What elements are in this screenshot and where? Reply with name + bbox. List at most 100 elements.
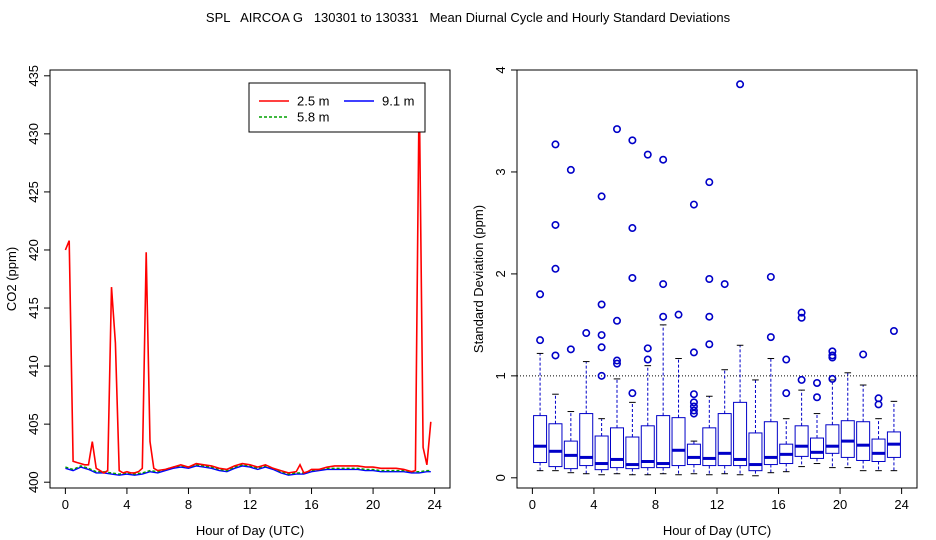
- outlier-point: [797, 313, 806, 322]
- right-x-tick-label: 8: [652, 497, 659, 512]
- outlier-point: [797, 308, 806, 317]
- hour-boxplot: [779, 355, 794, 473]
- outlier-point: [551, 220, 560, 229]
- outlier-point: [643, 344, 652, 353]
- hour-boxplot: [886, 326, 901, 472]
- left-x-tick-label: 0: [62, 497, 69, 512]
- hour-boxplot: [610, 125, 624, 475]
- legend-entry-label: 2.5 m: [297, 94, 330, 109]
- hour-boxplot: [871, 394, 886, 472]
- outlier-point: [705, 312, 714, 321]
- outlier-point: [766, 272, 775, 281]
- outlier-point: [612, 359, 621, 368]
- left-y-tick-label: 425: [26, 181, 41, 203]
- left-y-tick-label: 420: [26, 239, 41, 261]
- hour-boxplot: [594, 192, 609, 476]
- right-x-tick-label: 16: [771, 497, 785, 512]
- iqr-box: [840, 420, 855, 458]
- outlier-point: [689, 398, 698, 407]
- hour-boxplot: [671, 310, 686, 476]
- legend: 2.5 m 9.1 m 5.8 m: [248, 82, 426, 133]
- outlier-point: [597, 371, 606, 380]
- outlier-point: [536, 290, 545, 299]
- hour-boxplot: [748, 379, 763, 477]
- outlier-point: [689, 200, 698, 209]
- hour-boxplot: [625, 136, 640, 476]
- hour-boxplot: [763, 272, 778, 474]
- outlier-point: [705, 340, 714, 349]
- left-x-tick-label: 16: [304, 497, 318, 512]
- hour-boxplot: [840, 372, 855, 469]
- hour-boxplot: [548, 140, 563, 472]
- left-y-tick-label: 430: [26, 123, 41, 145]
- outlier-point: [612, 356, 621, 365]
- legend-entry-label: 5.8 m: [297, 110, 330, 125]
- outlier-point: [705, 178, 714, 187]
- left-y-tick-label: 415: [26, 297, 41, 319]
- iqr-box: [656, 415, 671, 469]
- outlier-point: [705, 274, 714, 283]
- outlier-point: [551, 351, 560, 360]
- outlier-point: [536, 336, 545, 345]
- right-y-axis: 0 1 2 3 4: [493, 66, 517, 481]
- iqr-box: [856, 421, 871, 461]
- left-y-tick-label: 405: [26, 413, 41, 435]
- iqr-box: [794, 425, 809, 457]
- iqr-box: [702, 427, 717, 467]
- hour-boxplot: [563, 165, 578, 474]
- outlier-point: [597, 343, 606, 352]
- outlier-point: [643, 355, 652, 364]
- series-line-9-1-mm: [65, 465, 431, 476]
- hour-boxplot: [717, 280, 732, 475]
- hour-boxplot: [825, 347, 840, 469]
- outlier-point: [859, 350, 868, 359]
- left-x-tick-label: 8: [185, 497, 192, 512]
- right-y-axis-label: Standard Deviation (ppm): [471, 205, 486, 353]
- outlier-point: [782, 389, 791, 398]
- outlier-point: [628, 224, 637, 233]
- left-x-tick-label: 12: [243, 497, 257, 512]
- iqr-box: [533, 415, 548, 464]
- right-y-tick-label: 0: [493, 474, 508, 481]
- hour-boxplot: [702, 178, 717, 476]
- outlier-point: [628, 273, 637, 282]
- figure-title: SPL AIRCOA G 130301 to 130331 Mean Diurn…: [205, 10, 731, 25]
- outlier-point: [766, 333, 775, 342]
- right-x-tick-label: 4: [590, 497, 597, 512]
- iqr-box: [763, 421, 778, 466]
- outlier-point: [812, 393, 821, 402]
- outlier-point: [689, 402, 698, 411]
- outlier-point: [643, 150, 652, 159]
- outlier-point: [551, 264, 560, 273]
- right-x-tick-label: 0: [529, 497, 536, 512]
- hour-boxplot: [794, 308, 809, 468]
- iqr-box: [686, 443, 701, 466]
- right-x-axis-label: Hour of Day (UTC): [663, 523, 771, 538]
- left-x-tick-label: 20: [366, 497, 380, 512]
- outlier-point: [628, 389, 637, 398]
- outlier-point: [566, 165, 575, 174]
- outlier-point: [828, 351, 837, 360]
- left-plot-frame: [49, 69, 451, 489]
- right-x-tick-label: 24: [894, 497, 908, 512]
- outlier-point: [674, 310, 683, 319]
- outlier-point: [828, 374, 837, 383]
- left-y-axis: 400 405 410 415 420 425 430 435: [26, 65, 50, 493]
- iqr-box: [579, 413, 594, 467]
- right-y-tick-label: 4: [493, 66, 508, 73]
- right-x-tick-label: 20: [833, 497, 847, 512]
- outlier-point: [612, 316, 621, 325]
- hour-boxplot: [810, 378, 824, 465]
- left-x-tick-label: 4: [123, 497, 130, 512]
- iqr-box: [810, 437, 824, 459]
- iqr-box: [733, 401, 748, 467]
- outlier-point: [628, 136, 637, 145]
- outlier-point: [812, 378, 821, 387]
- left-y-tick-label: 410: [26, 355, 41, 377]
- outlier-point: [689, 406, 698, 415]
- legend-entry-label: 9.1 m: [382, 94, 415, 109]
- outlier-point: [597, 192, 606, 201]
- iqr-box: [640, 425, 655, 469]
- iqr-box: [610, 427, 624, 469]
